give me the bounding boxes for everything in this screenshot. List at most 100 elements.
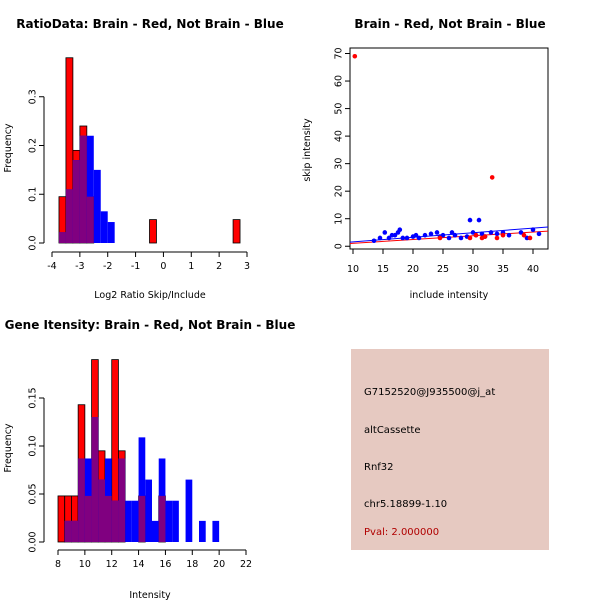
scatter-x-tick-label-3: 25 — [437, 264, 449, 275]
scatter-x-tick-label-1: 15 — [377, 264, 389, 275]
gene-y-tick-label-3: 0.15 — [27, 387, 38, 408]
scatter-y-tick-label-4: 40 — [333, 130, 344, 142]
scatter-x-tick-label-5: 35 — [497, 264, 509, 275]
scatter-point-notbrain-27 — [479, 231, 485, 237]
scatter-point-notbrain-17 — [440, 232, 446, 238]
scatter-point-notbrain-0 — [371, 238, 377, 244]
gene-bar-overlap-11 — [158, 495, 166, 542]
probe-id: G7152520@J935500@j_at — [364, 387, 496, 398]
scatter-point-brain-1 — [489, 175, 495, 180]
ratio-bar-overlap-4 — [86, 196, 94, 243]
scatter-y-tick-label-2: 20 — [333, 185, 344, 197]
gene-bar-notbrain-10 — [131, 500, 139, 542]
gene-x-tick-label-4: 16 — [159, 559, 171, 570]
scatter-point-notbrain-30 — [494, 231, 500, 237]
ratio-x-tick-label-7: 3 — [244, 261, 250, 272]
ratio-x-tick-label-4: 0 — [160, 261, 166, 272]
scatter-point-notbrain-26 — [476, 217, 482, 223]
gene-histogram-xlabel: Intensity — [129, 590, 171, 600]
gene-histogram-bars — [57, 359, 220, 543]
gene-bar-notbrain-18 — [199, 520, 206, 542]
scatter-point-brain-10 — [494, 235, 500, 241]
ratio-bar-brain-5 — [149, 219, 157, 244]
scatter-title: Brain - Red, Not Brain - Blue — [354, 17, 545, 31]
genomic-location: chr5.18899-1.10 — [364, 499, 448, 510]
gene-bar-notbrain-17 — [185, 479, 193, 542]
gene-bar-overlap-3 — [78, 458, 85, 542]
gene-x-tick-label-2: 12 — [106, 559, 118, 570]
ratio-y-tick-label-3: 0.3 — [27, 89, 38, 104]
gene-bar-notbrain-11 — [138, 437, 146, 542]
gene-bar-notbrain-16 — [172, 500, 179, 542]
gene-x-tick-label-5: 18 — [186, 559, 198, 570]
scatter-fit-lines — [349, 226, 549, 244]
ratio-histogram-bars — [58, 57, 241, 244]
ratio-bar-brain-6 — [232, 219, 241, 244]
ratio-bar-notbrain-7 — [107, 222, 115, 243]
scatter-point-notbrain-24 — [470, 230, 476, 235]
scatter-x-tick-label-2: 20 — [407, 264, 419, 275]
scatter-point-notbrain-8 — [400, 235, 406, 241]
scatter-point-brain-2 — [437, 235, 443, 241]
scatter-point-notbrain-2 — [382, 230, 388, 235]
gene-bar-overlap-9 — [118, 458, 126, 542]
scatter-points — [352, 53, 542, 244]
scatter-point-brain-4 — [473, 232, 479, 238]
scatter-point-notbrain-3 — [386, 235, 392, 241]
ratio-bar-overlap-1 — [65, 189, 73, 243]
scatter-point-notbrain-19 — [449, 230, 455, 235]
scatter-ylabel: skip intensity — [302, 118, 313, 182]
scatter-point-notbrain-12 — [416, 235, 422, 241]
gene-y-tick-label-2: 0.10 — [27, 435, 38, 456]
gene-bar-overlap-8 — [111, 500, 119, 542]
intensity-scatter-panel: Brain - Red, Not Brain - Blue include in… — [302, 17, 549, 301]
ratio-y-tick-label-0: 0.0 — [27, 235, 38, 250]
scatter-fit-notbrain — [349, 226, 549, 243]
ratio-x-tick-label-1: -3 — [75, 261, 84, 272]
scatter-point-brain-6 — [482, 234, 488, 239]
scatter-point-notbrain-33 — [518, 230, 524, 235]
scatter-y-tick-label-7: 70 — [333, 47, 344, 59]
ratio-bar-overlap-2 — [72, 160, 80, 243]
scatter-x-tick-label-4: 30 — [467, 264, 479, 275]
gene-bar-overlap-4 — [84, 495, 92, 542]
scatter-point-brain-0 — [352, 53, 358, 59]
ratio-bar-notbrain-4 — [86, 135, 94, 243]
scatter-point-notbrain-23 — [467, 217, 473, 223]
gene-bar-overlap-7 — [105, 495, 112, 542]
ratio-y-tick-label-2: 0.2 — [27, 138, 38, 153]
ratio-x-tick-label-0: -4 — [47, 261, 56, 272]
scatter-point-notbrain-9 — [404, 235, 410, 241]
gene-x-tick-label-0: 8 — [55, 559, 61, 570]
ratio-histogram-ylabel: Frequency — [3, 123, 14, 172]
gene-bar-overlap-2 — [71, 520, 79, 542]
gene-histogram-axes: 8 10 12 14 16 18 20 22 0.00 0.05 0.10 0.15 — [27, 387, 252, 570]
ratio-x-tick-label-2: -2 — [103, 261, 112, 272]
ratio-bar-notbrain-5 — [93, 169, 101, 243]
gene-bar-overlap-5 — [91, 417, 99, 542]
ratio-x-tick-label-5: 1 — [188, 261, 194, 272]
scatter-axes: 10 15 20 25 30 35 40 0 10 20 30 40 50 60 70 — [333, 47, 539, 275]
gene-bar-notbrain-13 — [152, 520, 159, 542]
gene-x-tick-label-7: 22 — [240, 559, 252, 570]
scatter-point-notbrain-21 — [458, 235, 464, 241]
gene-y-tick-label-0: 0.00 — [27, 531, 38, 552]
gene-bar-notbrain-12 — [145, 479, 152, 542]
gene-bar-overlap-10 — [138, 495, 146, 542]
scatter-point-notbrain-5 — [392, 232, 398, 238]
scatter-point-brain-3 — [467, 235, 473, 241]
scatter-point-brain-8 — [521, 232, 527, 238]
scatter-point-notbrain-29 — [488, 230, 494, 235]
scatter-point-notbrain-13 — [422, 232, 428, 238]
event-type: altCassette — [364, 425, 421, 436]
gene-x-tick-label-3: 14 — [133, 559, 145, 570]
scatter-point-notbrain-14 — [428, 231, 434, 237]
ratio-bar-overlap-0 — [58, 232, 66, 243]
scatter-point-notbrain-32 — [506, 232, 512, 238]
scatter-y-tick-label-0: 0 — [333, 243, 344, 249]
gene-bar-notbrain-15 — [165, 500, 173, 542]
gene-name: Rnf32 — [364, 462, 394, 473]
probe-info-box: G7152520@J935500@j_at altCassette Rnf32 … — [351, 349, 549, 550]
scatter-point-notbrain-36 — [536, 231, 542, 237]
